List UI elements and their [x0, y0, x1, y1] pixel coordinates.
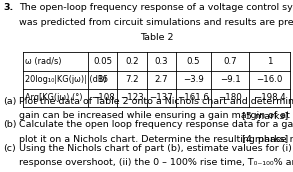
Text: 0.05: 0.05 [93, 57, 112, 66]
Text: Arg[KG(jω) (°): Arg[KG(jω) (°) [25, 93, 82, 102]
Text: 2.7: 2.7 [154, 75, 168, 84]
Text: (b): (b) [3, 120, 16, 129]
Text: [4 marks]: [4 marks] [242, 135, 289, 143]
Text: response overshoot, (ii) the 0 – 100% rise time, T₀₋₁₀₀% and (iii) the ±2% settl: response overshoot, (ii) the 0 – 100% ri… [19, 158, 293, 167]
Text: 0.3: 0.3 [154, 57, 168, 66]
Text: 0.5: 0.5 [187, 57, 200, 66]
Text: Plot the data of Table 2 onto a Nichols chart and determine the value by which t: Plot the data of Table 2 onto a Nichols … [19, 97, 293, 106]
Text: was predicted from circuit simulations and results are presented in Table 2.: was predicted from circuit simulations a… [19, 18, 293, 27]
Text: −198.4: −198.4 [254, 93, 285, 102]
Text: (c): (c) [3, 144, 16, 153]
Text: 0.7: 0.7 [223, 57, 237, 66]
Text: −3.9: −3.9 [183, 75, 204, 84]
Text: plot it on a Nichols chart. Determine the resulting phase margin.: plot it on a Nichols chart. Determine th… [19, 135, 293, 143]
Text: −137: −137 [149, 93, 173, 102]
Text: 7.2: 7.2 [125, 75, 139, 84]
Text: 3.: 3. [3, 3, 13, 12]
Text: Using the Nichols chart of part (b), estimate values for (i) the percentage step: Using the Nichols chart of part (b), est… [19, 144, 293, 153]
Text: [5 marks]: [5 marks] [242, 111, 289, 120]
Text: (a): (a) [3, 97, 16, 106]
Text: −9.1: −9.1 [220, 75, 240, 84]
Text: −180: −180 [218, 93, 242, 102]
Text: 1: 1 [267, 57, 272, 66]
Text: The open-loop frequency response of a voltage control system with the gain, K = : The open-loop frequency response of a vo… [19, 3, 293, 12]
Text: 20log₁₀|KG(jω)| (dB): 20log₁₀|KG(jω)| (dB) [25, 75, 106, 84]
Text: gain can be increased while ensuring a gain margin of at least 6 dB.: gain can be increased while ensuring a g… [19, 111, 293, 120]
Text: −16.0: −16.0 [256, 75, 283, 84]
Text: 0.2: 0.2 [125, 57, 139, 66]
Text: −108: −108 [91, 93, 115, 102]
Text: Calculate the open loop frequency response data for a gain setting of K = 1.43, : Calculate the open loop frequency respon… [19, 120, 293, 129]
Text: Table 2: Table 2 [140, 33, 173, 42]
Text: −123: −123 [120, 93, 144, 102]
Text: ω (rad/s): ω (rad/s) [25, 57, 61, 66]
Text: −161.6: −161.6 [178, 93, 209, 102]
Text: 16: 16 [97, 75, 108, 84]
